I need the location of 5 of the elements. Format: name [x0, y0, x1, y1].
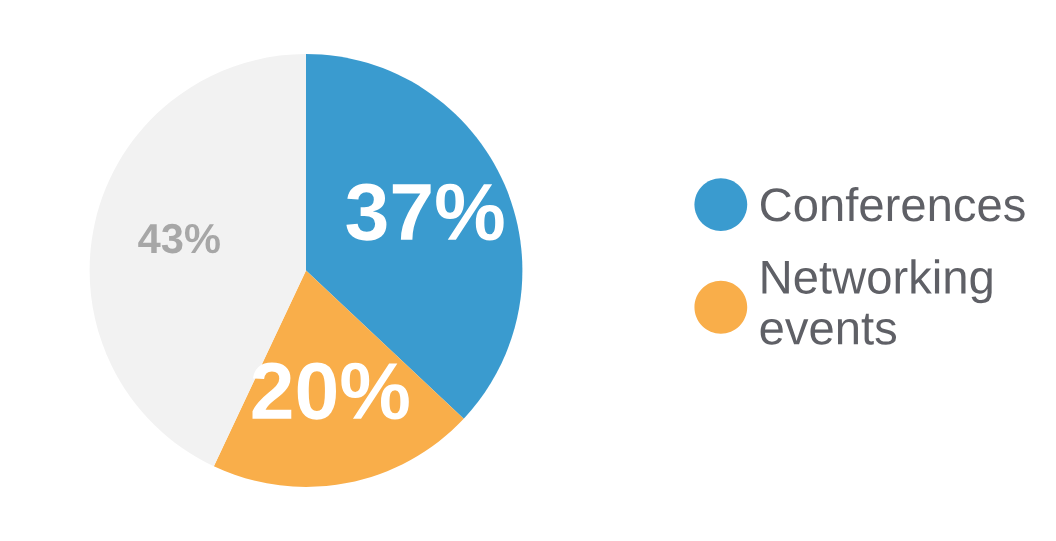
legend-label: Networking events — [760, 259, 992, 345]
data-label: 43% — [138, 223, 220, 254]
data-label: 37% — [346, 183, 504, 241]
data-label: 20% — [252, 362, 409, 420]
legend-label: Conferences — [761, 186, 1025, 222]
